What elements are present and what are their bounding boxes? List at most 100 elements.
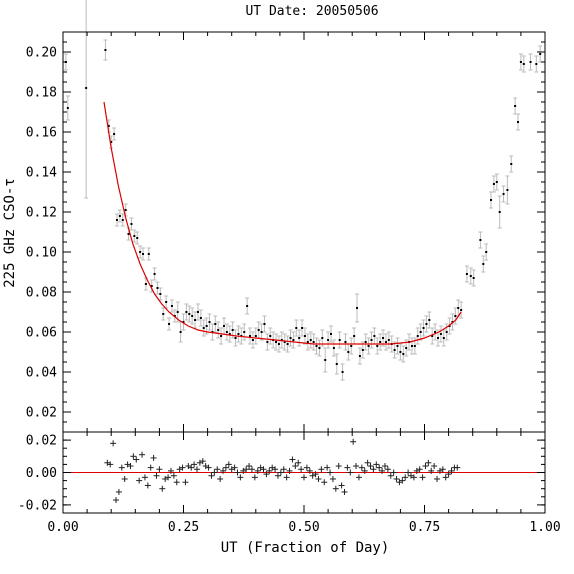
data-point bbox=[182, 321, 185, 323]
y-tick-label: 0.16 bbox=[26, 126, 57, 141]
data-point bbox=[457, 307, 460, 309]
data-point bbox=[522, 63, 525, 65]
data-point bbox=[324, 359, 327, 361]
x-tick-label: 0.75 bbox=[409, 520, 440, 535]
data-point bbox=[170, 305, 173, 307]
data-point bbox=[196, 311, 199, 313]
data-point bbox=[361, 349, 364, 351]
data-point bbox=[379, 341, 382, 343]
residual-point bbox=[410, 474, 417, 481]
data-point bbox=[367, 345, 370, 347]
residual-point bbox=[110, 440, 117, 447]
data-point bbox=[373, 335, 376, 337]
data-point bbox=[150, 285, 153, 287]
residual-point bbox=[182, 479, 189, 486]
residual-point bbox=[283, 474, 290, 481]
residual-point bbox=[335, 463, 342, 470]
residual-point bbox=[225, 461, 232, 468]
data-point bbox=[283, 341, 286, 343]
data-point bbox=[266, 341, 269, 343]
data-point bbox=[485, 251, 488, 253]
residual-point bbox=[170, 472, 177, 479]
data-point bbox=[66, 107, 69, 109]
y-tick-label: 0.04 bbox=[26, 366, 57, 381]
residual-point bbox=[173, 479, 180, 486]
data-point bbox=[321, 337, 324, 339]
data-point bbox=[295, 327, 298, 329]
data-point bbox=[519, 61, 522, 63]
data-point bbox=[498, 211, 501, 213]
x-axis-label: UT (Fraction of Day) bbox=[221, 540, 390, 556]
data-point bbox=[185, 311, 188, 313]
y-tick-label: 0.20 bbox=[26, 46, 57, 61]
data-point bbox=[416, 335, 419, 337]
data-point bbox=[303, 335, 306, 337]
residual-point bbox=[191, 461, 198, 468]
residual-point bbox=[301, 474, 307, 481]
residual-axes: -0.02 0.00 0.02 0.00 0.25 0.50 0.75 1.00 bbox=[18, 431, 561, 535]
data-point bbox=[254, 335, 257, 337]
residual-point bbox=[205, 464, 212, 471]
residual-point bbox=[422, 463, 429, 470]
data-point bbox=[222, 325, 225, 327]
data-point bbox=[251, 339, 254, 341]
data-point bbox=[439, 333, 442, 335]
residual-point bbox=[147, 464, 154, 471]
data-point bbox=[225, 331, 228, 333]
data-point bbox=[142, 253, 145, 255]
data-point bbox=[199, 317, 202, 319]
data-point bbox=[510, 163, 513, 165]
data-point bbox=[124, 209, 127, 211]
data-point bbox=[490, 199, 493, 201]
residual-point bbox=[295, 459, 302, 466]
data-point bbox=[312, 341, 315, 343]
data-point bbox=[370, 339, 373, 341]
data-point bbox=[356, 307, 359, 309]
residual-point bbox=[405, 469, 412, 476]
data-point bbox=[113, 133, 116, 135]
data-point bbox=[460, 309, 463, 311]
x-tick-label: 0.00 bbox=[47, 520, 78, 535]
residual-point bbox=[211, 469, 218, 476]
data-point bbox=[425, 323, 428, 325]
residual-point bbox=[121, 475, 128, 482]
data-point bbox=[422, 327, 425, 329]
data-point bbox=[217, 329, 220, 331]
residual-point bbox=[344, 464, 351, 471]
data-point bbox=[263, 323, 266, 325]
data-point bbox=[517, 121, 520, 123]
residual-point bbox=[127, 463, 134, 470]
residual-point bbox=[272, 466, 279, 473]
data-point bbox=[399, 351, 402, 353]
data-point bbox=[451, 321, 454, 323]
residual-point bbox=[439, 466, 446, 473]
residual-point bbox=[393, 475, 400, 482]
data-point bbox=[495, 181, 498, 183]
y-tick-label: 0.14 bbox=[26, 166, 57, 181]
data-point bbox=[156, 287, 159, 289]
data-point bbox=[115, 219, 118, 221]
data-point bbox=[107, 125, 110, 127]
residual-point bbox=[454, 464, 461, 471]
data-point bbox=[393, 349, 396, 351]
data-point bbox=[445, 331, 448, 333]
data-point bbox=[442, 337, 445, 339]
residual-point bbox=[115, 488, 122, 495]
residual-point bbox=[367, 463, 374, 470]
data-point bbox=[144, 283, 147, 285]
residual-point bbox=[107, 461, 114, 468]
data-point bbox=[332, 347, 335, 349]
data-point bbox=[237, 333, 240, 335]
residual-point bbox=[237, 474, 244, 481]
residual-panel: -0.02 0.00 0.02 0.00 0.25 0.50 0.75 1.00 bbox=[18, 431, 561, 535]
data-point bbox=[194, 319, 197, 321]
data-point bbox=[492, 183, 495, 185]
data-point bbox=[482, 263, 485, 265]
residual-point bbox=[306, 467, 313, 474]
data-point bbox=[249, 335, 252, 337]
residual-point bbox=[318, 466, 325, 473]
residual-point bbox=[286, 467, 293, 474]
data-point bbox=[85, 87, 88, 89]
residual-point bbox=[243, 466, 250, 473]
residual-point bbox=[379, 467, 386, 474]
